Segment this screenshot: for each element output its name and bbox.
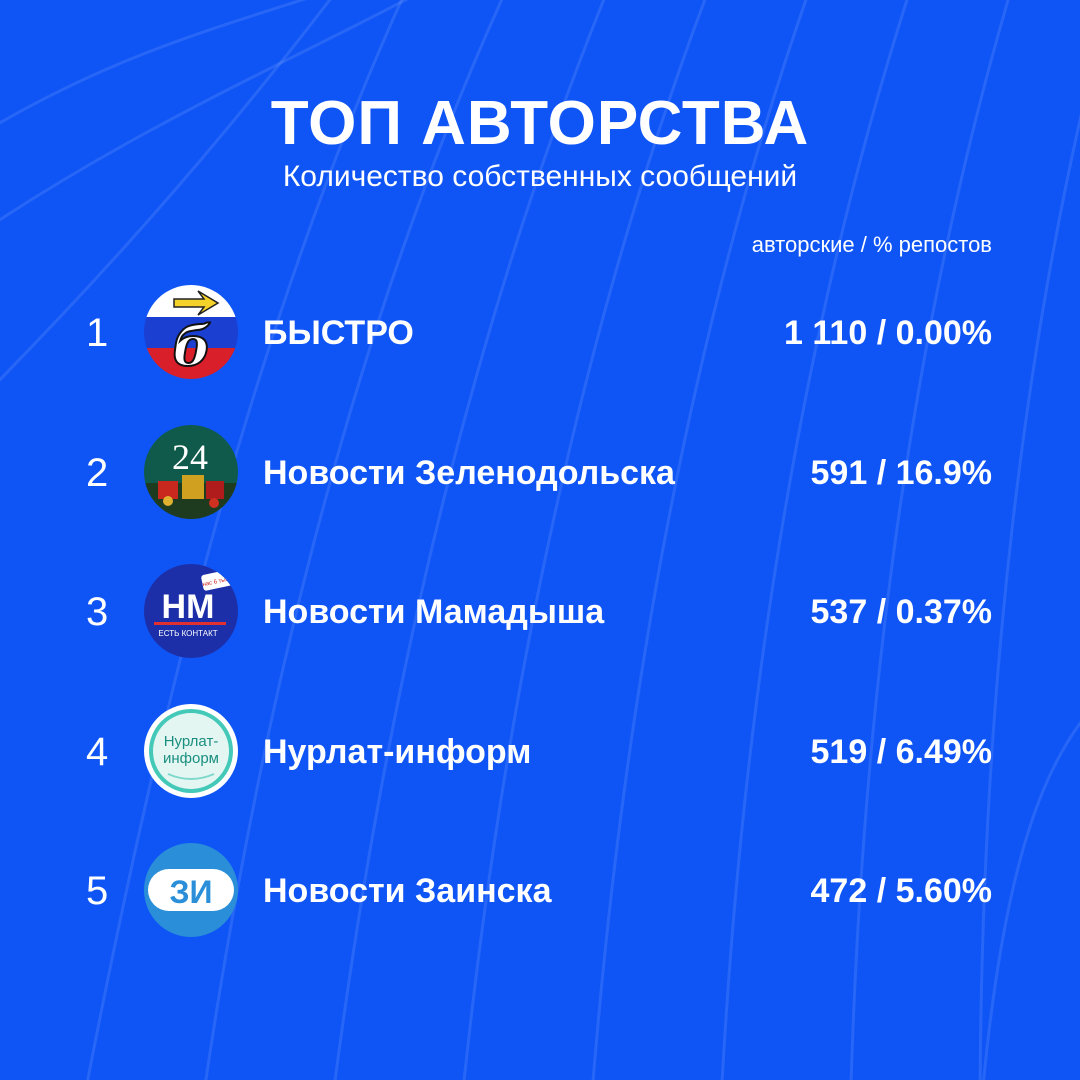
ranking-row-4: 4 Нурлат- информ Нурлат-информ 519 / 6.4… [0,704,1080,800]
channel-stats: 519 / 6.49% [810,732,992,771]
page-subtitle: Количество собственных сообщений [282,160,798,193]
svg-text:Нурлат-: Нурлат- [164,733,219,750]
ranking-row-3: 3 НМ ЕСТЬ КОНТАКТ нас 6 тыс+ Новости Мам… [0,564,1080,660]
channel-name: БЫСТРО [263,314,414,352]
svg-text:24: 24 [172,437,208,477]
column-header: авторские / % репостов [751,232,992,257]
rank-number: 4 [86,729,109,774]
rank-number: 5 [86,868,109,913]
mamadysh-nm-logo-icon: НМ ЕСТЬ КОНТАКТ нас 6 тыс+ [144,564,238,658]
channel-stats: 1 110 / 0.00% [784,313,992,352]
ranking-row-2: 2 24 Новости Зеленодольска 591 / 16.9% [0,425,1080,521]
channel-name: Новости Заинска [263,872,552,910]
channel-stats: 472 / 5.60% [810,871,992,910]
channel-stats: 591 / 16.9% [810,453,992,492]
rank-number: 3 [86,589,109,634]
svg-text:б: б [173,314,212,378]
page-title: ТОП АВТОРСТВА [270,89,810,158]
channel-name: Нурлат-информ [263,733,532,771]
ranking-row-1: 1 б БЫСТРО 1 110 / 0.00% [0,285,1080,381]
svg-text:ЕСТЬ КОНТАКТ: ЕСТЬ КОНТАКТ [158,629,217,638]
nurlat-inform-logo-icon: Нурлат- информ [144,704,238,798]
zainsk-zi-logo-icon: ЗИ [144,843,238,937]
svg-text:ЗИ: ЗИ [169,874,212,910]
rank-number: 2 [86,450,109,495]
bystro-logo-icon: б [144,285,238,379]
svg-text:информ: информ [163,750,219,767]
channel-name: Новости Мамадыша [263,593,605,631]
rank-number: 1 [86,310,109,355]
zelenodolsk-24-logo-icon: 24 [144,425,238,519]
channel-stats: 537 / 0.37% [810,592,992,631]
ranking-row-5: 5 ЗИ Новости Заинска 472 / 5.60% [0,843,1080,939]
channel-name: Новости Зеленодольска [263,454,675,492]
svg-text:НМ: НМ [162,588,215,626]
